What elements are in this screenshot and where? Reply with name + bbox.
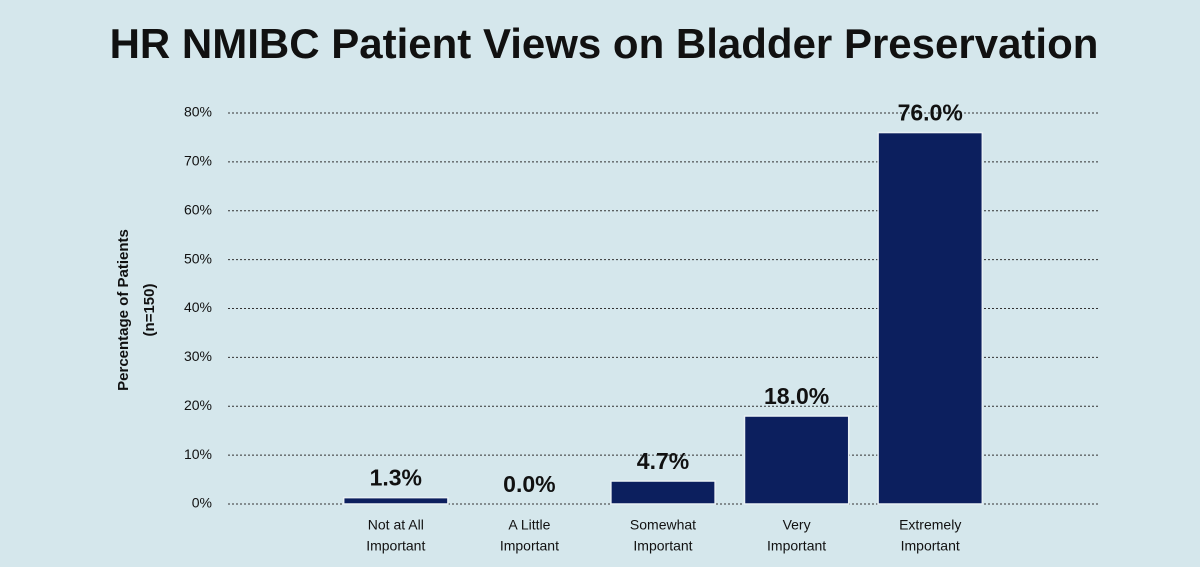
y-axis-label-line: (n=150) [141,284,158,337]
value-label: 1.3% [370,465,422,491]
value-label: 4.7% [637,448,689,474]
value-label: 18.0% [764,383,829,409]
y-tick-label: 80% [184,104,212,120]
y-tick-label: 50% [184,250,212,266]
x-tick-label: Important [366,538,425,554]
y-tick-label: 10% [184,446,212,462]
x-tick-label: Important [767,538,826,554]
x-tick-label: Important [633,538,692,554]
bar [743,415,850,505]
y-axis-label-line: Percentage of Patients [115,229,132,391]
value-label: 0.0% [503,471,555,497]
value-label: 76.0% [898,100,963,126]
bar [342,496,449,505]
y-axis-label: Percentage of Patients (n=150) [115,229,158,391]
x-tick-label: A Little [508,517,550,533]
bar [877,131,984,505]
y-tick-label: 60% [184,201,212,217]
x-tick-label: Important [901,538,960,554]
bar [610,480,716,505]
y-tick-label: 40% [184,299,212,315]
chart-title: HR NMIBC Patient Views on Bladder Preser… [110,20,1099,67]
x-tick-label: Not at All [368,517,424,533]
y-tick-label: 20% [184,397,212,413]
x-tick-label: Important [500,538,559,554]
y-tick-label: 70% [184,153,212,169]
x-tick-label: Somewhat [630,517,696,533]
y-tick-label: 0% [192,495,212,511]
x-tick-label: Extremely [899,517,961,533]
x-tick-label: Very [783,517,811,533]
y-tick-label: 30% [184,348,212,364]
